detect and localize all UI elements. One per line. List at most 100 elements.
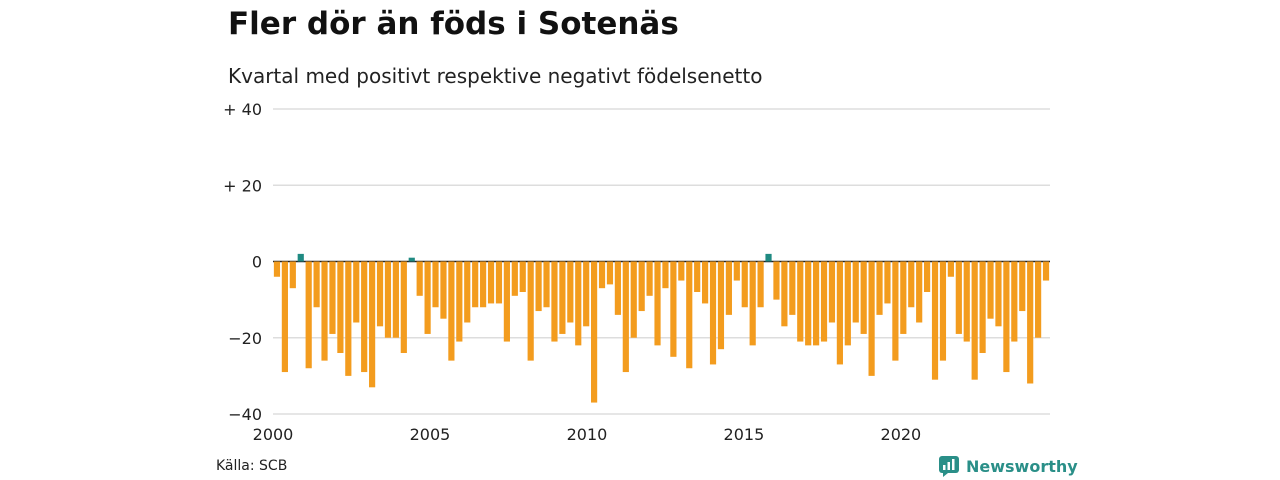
x-tick-label: 2000 xyxy=(253,425,294,444)
chart-subtitle: Kvartal med positivt respektive negativt… xyxy=(228,64,763,88)
bar xyxy=(456,261,463,342)
bar xyxy=(702,261,709,304)
bar xyxy=(820,261,828,342)
bar xyxy=(614,261,621,315)
bar xyxy=(797,261,804,342)
bar xyxy=(749,261,756,346)
brand-name: Newsworthy xyxy=(966,456,1078,476)
bar xyxy=(813,261,820,346)
bar xyxy=(424,261,431,334)
bar xyxy=(654,261,661,346)
bar xyxy=(765,253,772,262)
bar xyxy=(321,261,328,361)
bar xyxy=(376,261,384,327)
bar xyxy=(709,261,717,365)
bar xyxy=(924,261,931,292)
bar xyxy=(345,261,352,376)
bar xyxy=(939,261,947,361)
bar xyxy=(678,261,685,281)
bar xyxy=(987,261,994,319)
bar xyxy=(543,261,550,308)
bar xyxy=(535,261,542,312)
bar xyxy=(757,261,764,308)
bar xyxy=(408,257,415,262)
bar xyxy=(789,261,796,315)
bar xyxy=(725,261,732,315)
y-tick-label: + 20 xyxy=(223,176,262,195)
bar xyxy=(392,261,399,338)
bar xyxy=(884,261,891,304)
bar xyxy=(519,261,526,292)
bar xyxy=(384,261,392,338)
bar xyxy=(273,261,281,277)
bar xyxy=(1042,261,1050,281)
bar xyxy=(575,261,582,346)
bar xyxy=(892,261,899,361)
bar xyxy=(337,261,344,353)
bar xyxy=(630,261,637,338)
bars-layer xyxy=(273,253,1050,403)
bar xyxy=(472,261,479,308)
bar xyxy=(971,261,978,380)
bar xyxy=(717,261,725,350)
bar xyxy=(551,261,558,342)
x-tick-label: 2005 xyxy=(410,425,451,444)
bar xyxy=(448,261,455,361)
bar xyxy=(638,261,645,312)
bar xyxy=(622,261,629,373)
bar xyxy=(1035,261,1042,338)
bar xyxy=(1011,261,1018,342)
bar xyxy=(527,261,534,361)
bar xyxy=(297,253,304,262)
bar xyxy=(995,261,1002,327)
bar xyxy=(916,261,923,323)
bar xyxy=(1027,261,1034,384)
bar xyxy=(305,261,312,369)
bar xyxy=(836,261,843,365)
bar xyxy=(773,261,780,300)
bar xyxy=(694,261,701,292)
bar xyxy=(487,261,495,304)
bar xyxy=(860,261,867,334)
bar xyxy=(281,261,288,373)
bar xyxy=(559,261,566,334)
y-tick-label: + 40 xyxy=(223,100,262,119)
bar xyxy=(416,261,423,296)
bar xyxy=(432,261,439,308)
bar xyxy=(495,261,503,304)
bar xyxy=(979,261,986,353)
bar xyxy=(686,261,693,369)
bar xyxy=(844,261,851,346)
bar xyxy=(868,261,875,376)
bar xyxy=(503,261,510,342)
bar xyxy=(828,261,836,323)
bar xyxy=(511,261,518,296)
bar xyxy=(931,261,939,380)
chart-title: Fler dör än föds i Sotenäs xyxy=(228,6,679,42)
bar xyxy=(900,261,907,334)
bar xyxy=(876,261,883,315)
bar xyxy=(1003,261,1010,373)
bar xyxy=(289,261,296,289)
bar xyxy=(805,261,812,346)
y-tick-label: −20 xyxy=(228,329,262,348)
source-label: Källa: SCB xyxy=(216,458,288,474)
bar xyxy=(908,261,915,308)
bar xyxy=(646,261,653,296)
brand[interactable]: Newsworthy xyxy=(938,455,1078,477)
bar xyxy=(353,261,360,323)
newsworthy-logo-icon xyxy=(939,456,959,477)
bar xyxy=(1019,261,1026,312)
x-tick-label: 2020 xyxy=(881,425,922,444)
y-tick-label: −40 xyxy=(228,405,262,424)
bar xyxy=(733,261,740,281)
bar xyxy=(670,261,677,357)
bar xyxy=(361,261,368,373)
bar xyxy=(781,261,788,327)
bar xyxy=(329,261,336,334)
bar xyxy=(598,261,606,289)
bar xyxy=(947,261,954,277)
bar xyxy=(567,261,574,323)
bar xyxy=(955,261,962,334)
